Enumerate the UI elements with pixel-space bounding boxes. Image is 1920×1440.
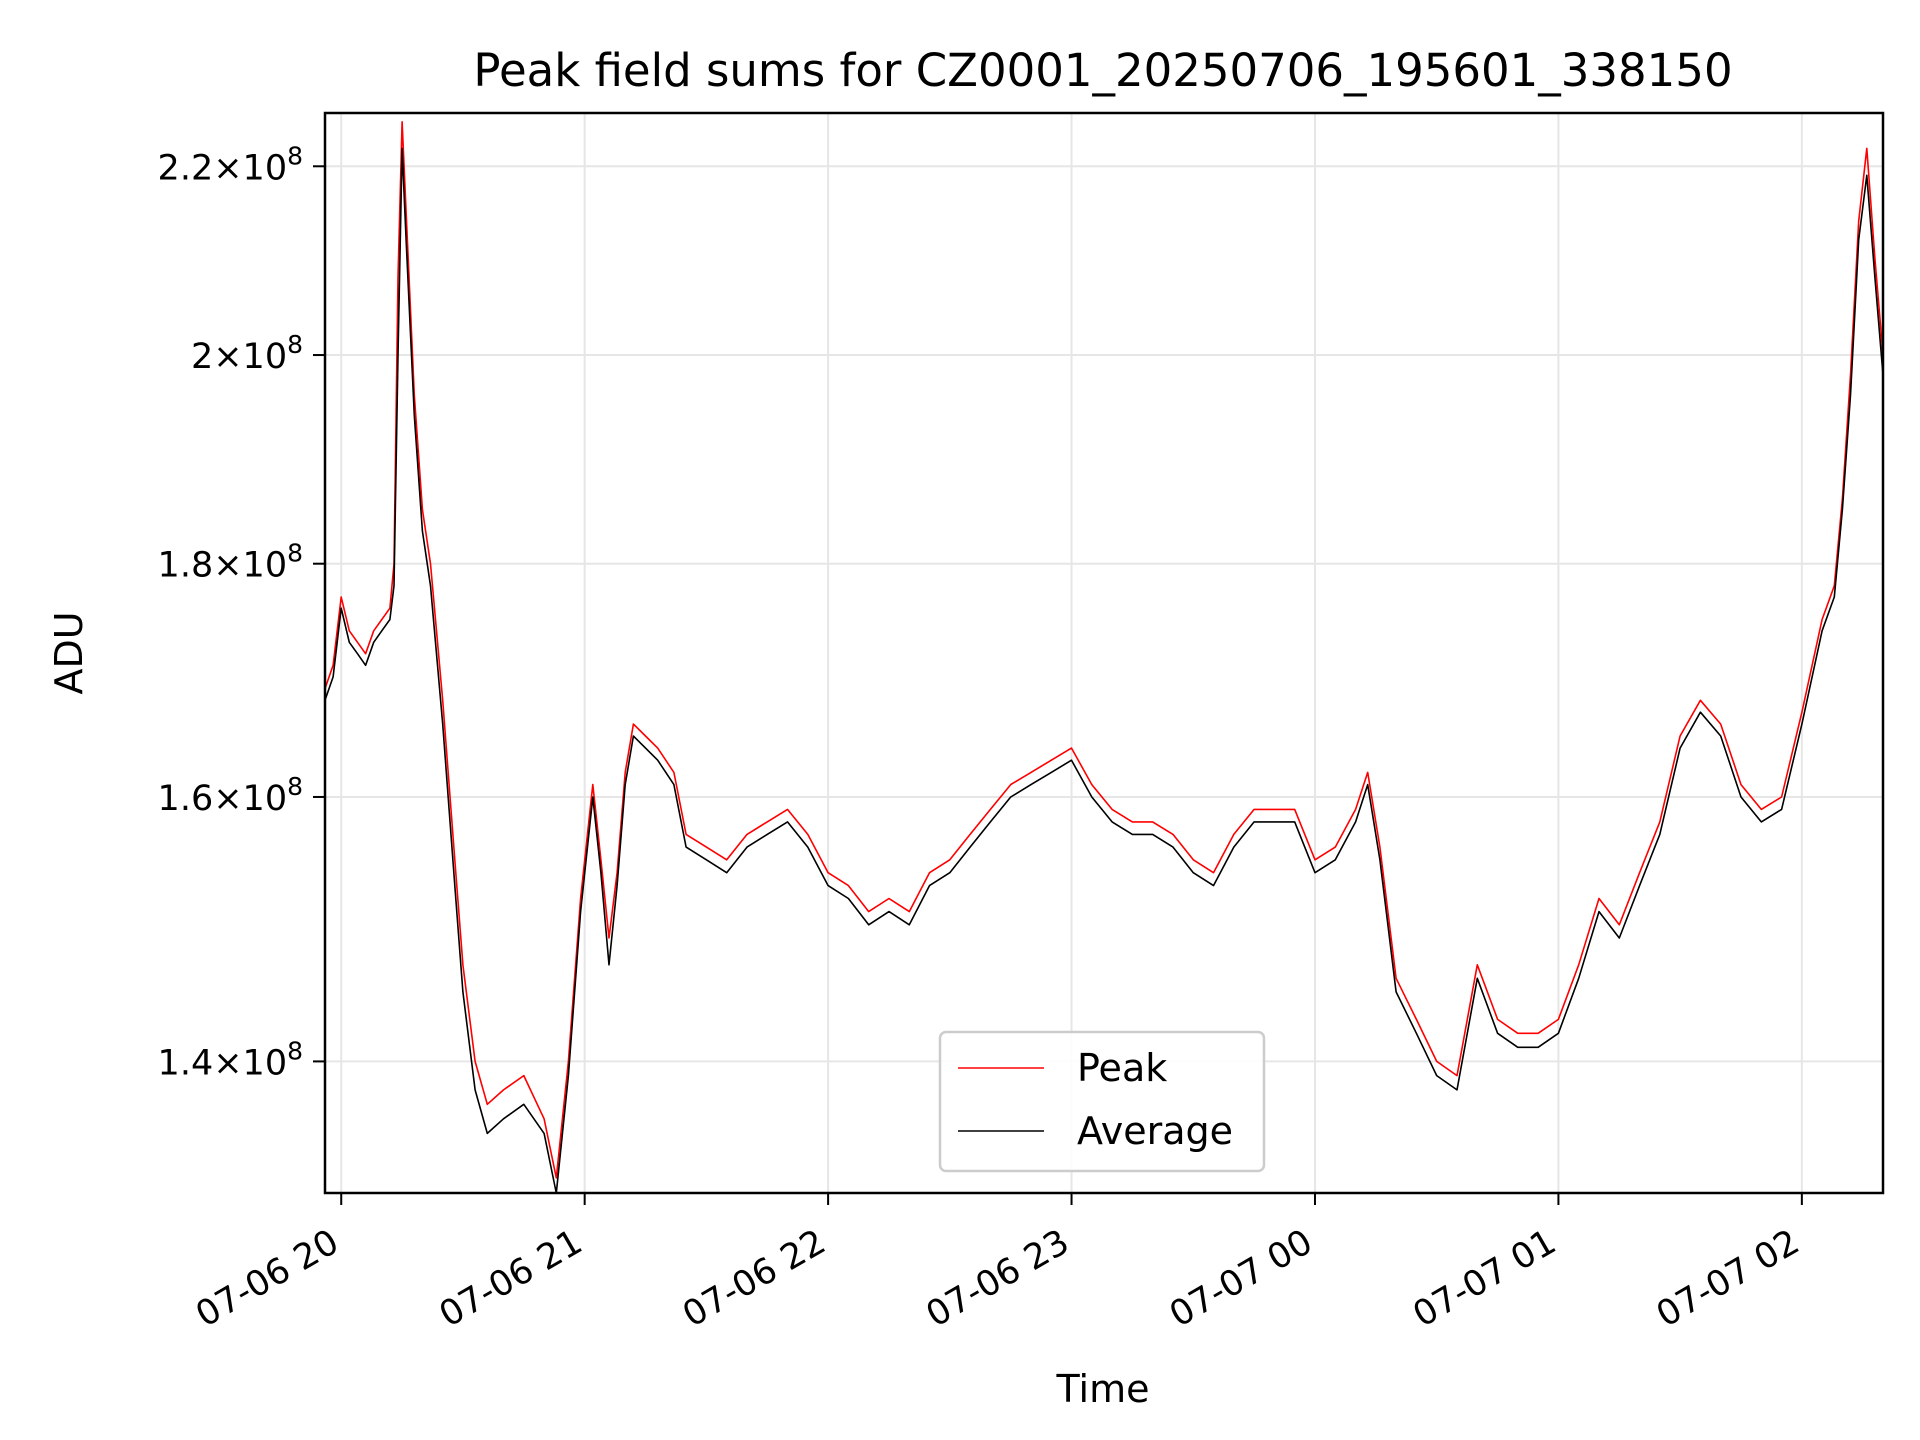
grid-lines xyxy=(325,113,1883,1193)
y-tick-base: 10 xyxy=(243,337,288,377)
y-tick-label: 1.6×108 xyxy=(158,772,303,819)
y-tick-base: 10 xyxy=(243,779,288,819)
y-tick-times: × xyxy=(213,148,242,188)
y-tick-mantissa: 2 xyxy=(191,337,213,377)
y-tick-times: × xyxy=(213,779,242,819)
y-tick-label: 2×108 xyxy=(191,330,303,377)
y-tick-times: × xyxy=(213,337,242,377)
plot-frame xyxy=(323,111,1885,1195)
y-tick-times: × xyxy=(213,546,242,586)
y-tick-label: 1.4×108 xyxy=(158,1036,303,1083)
legend-label-average: Average xyxy=(1077,1109,1233,1153)
series-line-peak xyxy=(324,121,1884,1179)
series-line-average xyxy=(324,147,1884,1194)
legend: Peak Average xyxy=(938,1030,1266,1173)
y-tick-mantissa: 1.8 xyxy=(158,546,214,586)
y-tick-mantissa: 1.6 xyxy=(158,779,214,819)
y-tick-mantissa: 1.4 xyxy=(158,1043,214,1083)
y-tick-base: 10 xyxy=(243,546,288,586)
y-tick-exp: 8 xyxy=(287,141,303,170)
x-axis-label: Time xyxy=(1056,1367,1150,1411)
legend-label-peak: Peak xyxy=(1077,1046,1167,1090)
y-tick-times: × xyxy=(213,1043,242,1083)
plot-lines xyxy=(324,121,1884,1194)
y-tick-exp: 8 xyxy=(287,772,303,801)
chart-title: Peak field sums for CZ0001_20250706_1956… xyxy=(473,44,1732,97)
y-tick-exp: 8 xyxy=(287,1036,303,1065)
legend-box xyxy=(938,1030,1266,1173)
y-tick-label: 2.2×108 xyxy=(158,141,303,188)
y-tick-mantissa: 2.2 xyxy=(158,148,214,188)
y-tick-exp: 8 xyxy=(287,539,303,568)
y-tick-base: 10 xyxy=(243,1043,288,1083)
y-tick-base: 10 xyxy=(243,148,288,188)
y-tick-label: 1.8×108 xyxy=(158,539,303,586)
y-axis-label: ADU xyxy=(47,611,91,694)
y-tick-exp: 8 xyxy=(287,330,303,359)
